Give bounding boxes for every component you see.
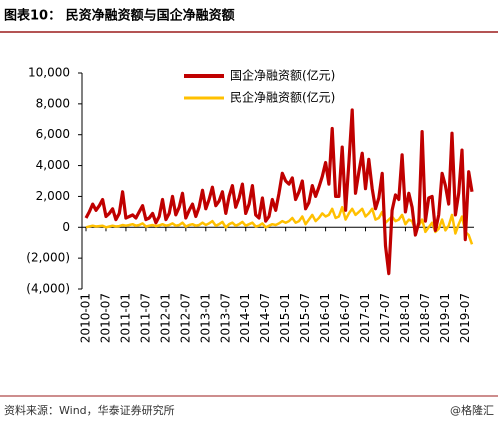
- x-tick-label: 2013-01: [198, 293, 212, 343]
- y-tick-label: (2,000): [26, 251, 70, 265]
- x-tick-label: 2018-01: [398, 293, 412, 343]
- y-tick-label: 6,000: [36, 127, 70, 141]
- x-tick-label: 2013-07: [218, 293, 232, 343]
- series-line: [84, 108, 474, 276]
- series-line: [85, 205, 474, 245]
- y-tick-label: 4,000: [36, 158, 70, 172]
- watermark: @格隆汇: [450, 403, 494, 417]
- y-tick-label: 8,000: [36, 96, 70, 110]
- x-tick-label: 2014-07: [258, 293, 272, 343]
- legend-label: 国企净融资额(亿元): [230, 68, 335, 83]
- y-tick-label: 10,000: [28, 66, 70, 80]
- x-tick-label: 2012-01: [158, 293, 172, 343]
- x-tick-label: 2019-01: [438, 293, 452, 343]
- x-tick-label: 2017-01: [358, 293, 372, 343]
- x-tick-label: 2011-07: [138, 293, 152, 343]
- y-tick-label: 0: [62, 220, 70, 234]
- source: 资料来源：Wind，华泰证券研究所: [4, 403, 175, 417]
- x-tick-label: 2016-07: [338, 293, 352, 343]
- x-tick-label: 2017-07: [378, 293, 392, 343]
- legend-label: 民企净融资额(亿元): [230, 90, 335, 105]
- x-tick-label: 2010-07: [98, 293, 112, 343]
- x-tick-label: 2011-01: [118, 293, 132, 343]
- y-tick-label: (4,000): [26, 282, 70, 296]
- x-tick-label: 2014-01: [238, 293, 252, 343]
- y-tick-label: 2,000: [36, 189, 70, 203]
- x-tick-label: 2016-01: [318, 293, 332, 343]
- x-tick-label: 2012-07: [178, 293, 192, 343]
- x-tick-label: 2015-07: [298, 293, 312, 343]
- chart-title: 图表10： 民资净融资额与国企净融资额: [4, 8, 235, 24]
- x-tick-label: 2010-01: [79, 293, 93, 343]
- x-tick-label: 2018-07: [418, 293, 432, 343]
- x-tick-label: 2019-07: [458, 293, 472, 343]
- x-tick-label: 2015-01: [278, 293, 292, 343]
